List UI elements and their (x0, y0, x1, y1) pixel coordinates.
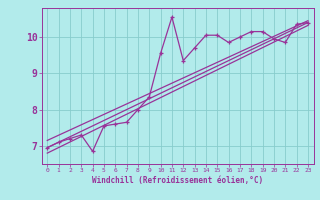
X-axis label: Windchill (Refroidissement éolien,°C): Windchill (Refroidissement éolien,°C) (92, 176, 263, 185)
